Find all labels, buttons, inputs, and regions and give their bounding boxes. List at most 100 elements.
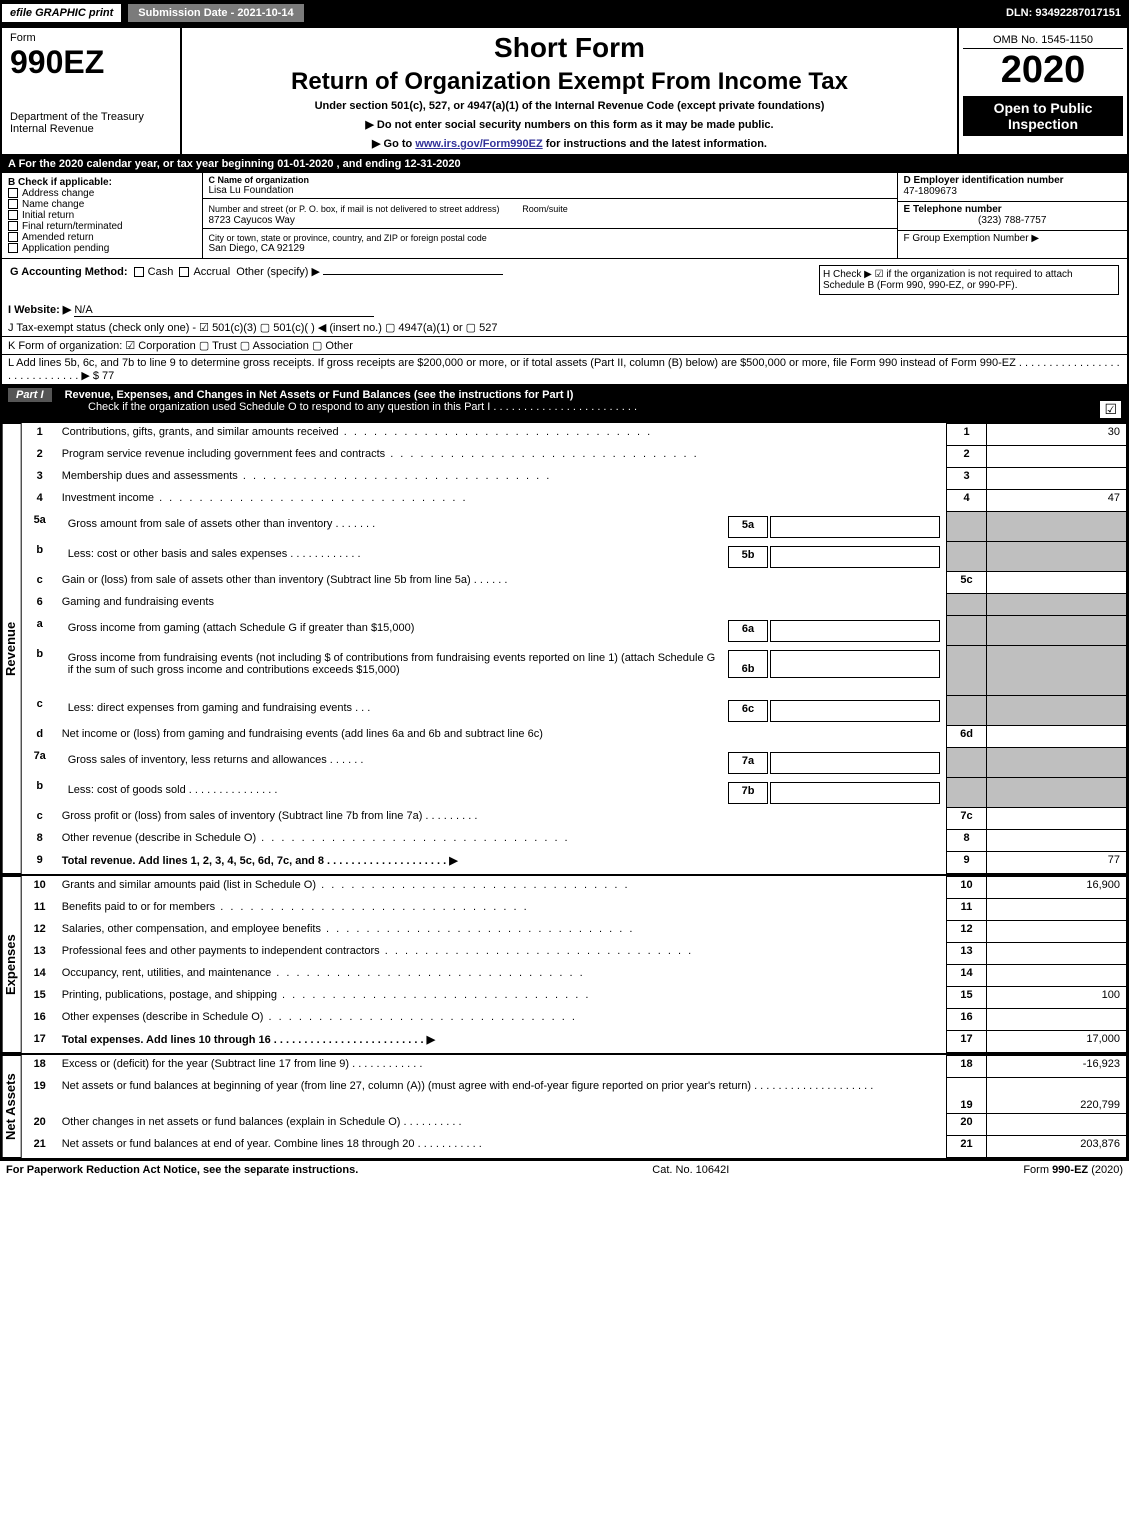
- line-16: 16Other expenses (describe in Schedule O…: [22, 1009, 1127, 1031]
- line-19: 19Net assets or fund balances at beginni…: [22, 1078, 1127, 1114]
- b-item-5: Application pending: [22, 243, 109, 254]
- return-title: Return of Organization Exempt From Incom…: [190, 68, 949, 96]
- net-assets-side-label: Net Assets: [2, 1055, 22, 1158]
- cash-checkbox[interactable]: [134, 267, 144, 277]
- part1-check-line: Check if the organization used Schedule …: [88, 401, 637, 413]
- line-4: 4Investment income447: [22, 490, 1127, 512]
- bullet-2: ▶ Go to www.irs.gov/Form990EZ for instru…: [190, 137, 949, 150]
- top-bar: efile GRAPHIC print Submission Date - 20…: [0, 0, 1129, 26]
- website-value: N/A: [74, 304, 374, 317]
- part1-header: Part I Revenue, Expenses, and Changes in…: [1, 385, 1128, 421]
- part1-title: Revenue, Expenses, and Changes in Net As…: [65, 389, 574, 401]
- b-block: B Check if applicable: Address change Na…: [2, 173, 202, 258]
- open-inspection: Open to Public Inspection: [963, 96, 1123, 136]
- other-specify-input[interactable]: [323, 274, 503, 275]
- part1-label: Part I: [8, 388, 52, 402]
- header-left: Form 990EZ Department of the Treasury In…: [1, 27, 181, 155]
- b-item-0: Address change: [22, 188, 94, 199]
- line-6d: dNet income or (loss) from gaming and fu…: [22, 726, 1127, 748]
- line-17: 17Total expenses. Add lines 10 through 1…: [22, 1031, 1127, 1053]
- line-21: 21Net assets or fund balances at end of …: [22, 1136, 1127, 1158]
- line-14: 14Occupancy, rent, utilities, and mainte…: [22, 965, 1127, 987]
- form-table: Form 990EZ Department of the Treasury In…: [0, 26, 1129, 1160]
- l-line: L Add lines 5b, 6c, and 7b to line 9 to …: [1, 355, 1128, 386]
- line-13: 13Professional fees and other payments t…: [22, 943, 1127, 965]
- line-12: 12Salaries, other compensation, and empl…: [22, 921, 1127, 943]
- application-pending-checkbox[interactable]: [8, 243, 18, 253]
- cash-label: Cash: [148, 266, 174, 278]
- ein-value: 47-1809673: [904, 186, 1122, 197]
- under-section: Under section 501(c), 527, or 4947(a)(1)…: [190, 100, 949, 112]
- revenue-side-label: Revenue: [2, 423, 22, 874]
- line-3: 3Membership dues and assessments3: [22, 468, 1127, 490]
- line-7b: bLess: cost of goods sold . . . . . . . …: [22, 778, 1127, 808]
- short-form-title: Short Form: [190, 32, 949, 64]
- line-7a: 7aGross sales of inventory, less returns…: [22, 748, 1127, 778]
- revenue-table: 1Contributions, gifts, grants, and simil…: [22, 423, 1127, 874]
- efile-print-button[interactable]: efile GRAPHIC print: [0, 2, 123, 24]
- line-6: 6Gaming and fundraising events: [22, 594, 1127, 616]
- irs-link[interactable]: www.irs.gov/Form990EZ: [415, 138, 542, 150]
- a-line: A For the 2020 calendar year, or tax yea…: [1, 155, 1128, 173]
- g-line: G Accounting Method: Cash Accrual Other …: [10, 265, 817, 295]
- line-6a: aGross income from gaming (attach Schedu…: [22, 616, 1127, 646]
- footer: For Paperwork Reduction Act Notice, see …: [0, 1160, 1129, 1179]
- dln-label: DLN: 93492287017151: [1006, 7, 1129, 19]
- d-label: D Employer identification number: [904, 175, 1122, 186]
- city-row: City or town, state or province, country…: [203, 231, 897, 256]
- street-label: Number and street (or P. O. box, if mail…: [209, 204, 500, 214]
- e-label: E Telephone number: [904, 204, 1122, 215]
- b-item-4: Amended return: [22, 232, 94, 243]
- header-right: OMB No. 1545-1150 2020 Open to Public In…: [958, 27, 1128, 155]
- line-9: 9Total revenue. Add lines 1, 2, 3, 4, 5c…: [22, 852, 1127, 874]
- address-change-checkbox[interactable]: [8, 188, 18, 198]
- c-name-row: C Name of organization Lisa Lu Foundatio…: [203, 173, 897, 199]
- org-name: Lisa Lu Foundation: [209, 185, 891, 196]
- b-item-2: Initial return: [22, 210, 74, 221]
- net-assets-table: 18Excess or (deficit) for the year (Subt…: [22, 1055, 1127, 1158]
- tax-year: 2020: [963, 49, 1123, 92]
- name-change-checkbox[interactable]: [8, 199, 18, 209]
- g-prefix: G Accounting Method:: [10, 266, 128, 278]
- j-line: J Tax-exempt status (check only one) - ☑…: [1, 319, 1128, 337]
- footer-right: Form 990-EZ (2020): [1023, 1164, 1123, 1176]
- line-8: 8Other revenue (describe in Schedule O)8: [22, 830, 1127, 852]
- line-2: 2Program service revenue including gover…: [22, 446, 1127, 468]
- amended-return-checkbox[interactable]: [8, 232, 18, 242]
- line-10: 10Grants and similar amounts paid (list …: [22, 877, 1127, 899]
- k-line: K Form of organization: ☑ Corporation ▢ …: [1, 337, 1128, 355]
- street-value: 8723 Cayucos Way: [209, 215, 891, 226]
- h-box: H Check ▶ ☑ if the organization is not r…: [819, 265, 1119, 295]
- phone-value: (323) 788-7757: [904, 215, 1122, 226]
- line-18: 18Excess or (deficit) for the year (Subt…: [22, 1056, 1127, 1078]
- form-label: Form: [10, 32, 172, 44]
- street-row: Number and street (or P. O. box, if mail…: [203, 202, 897, 229]
- other-label: Other (specify) ▶: [236, 266, 320, 278]
- room-label: Room/suite: [522, 204, 568, 214]
- irs-label: Internal Revenue: [10, 123, 172, 135]
- line-1: 1Contributions, gifts, grants, and simil…: [22, 424, 1127, 446]
- bullet-1: ▶ Do not enter social security numbers o…: [190, 118, 949, 131]
- line-11: 11Benefits paid to or for members11: [22, 899, 1127, 921]
- line-6b: bGross income from fundraising events (n…: [22, 646, 1127, 696]
- final-return-checkbox[interactable]: [8, 221, 18, 231]
- line-5b: bLess: cost or other basis and sales exp…: [22, 542, 1127, 572]
- initial-return-checkbox[interactable]: [8, 210, 18, 220]
- part1-checkbox[interactable]: ☑: [1100, 401, 1121, 418]
- c-label: C Name of organization: [209, 175, 891, 185]
- bullet-2-post: for instructions and the latest informat…: [546, 138, 767, 150]
- dept-label: Department of the Treasury: [10, 111, 172, 123]
- line-7c: cGross profit or (loss) from sales of in…: [22, 808, 1127, 830]
- i-label: I Website: ▶: [8, 304, 71, 316]
- bullet-2-pre: ▶ Go to: [372, 138, 415, 150]
- city-value: San Diego, CA 92129: [209, 243, 891, 254]
- line-5a: 5aGross amount from sale of assets other…: [22, 512, 1127, 542]
- line-15: 15Printing, publications, postage, and s…: [22, 987, 1127, 1009]
- accrual-label: Accrual: [193, 266, 230, 278]
- expenses-side-label: Expenses: [2, 876, 22, 1053]
- header-center: Short Form Return of Organization Exempt…: [181, 27, 958, 155]
- line-20: 20Other changes in net assets or fund ba…: [22, 1114, 1127, 1136]
- line-6c: cLess: direct expenses from gaming and f…: [22, 696, 1127, 726]
- submission-date-button[interactable]: Submission Date - 2021-10-14: [127, 3, 304, 23]
- accrual-checkbox[interactable]: [179, 267, 189, 277]
